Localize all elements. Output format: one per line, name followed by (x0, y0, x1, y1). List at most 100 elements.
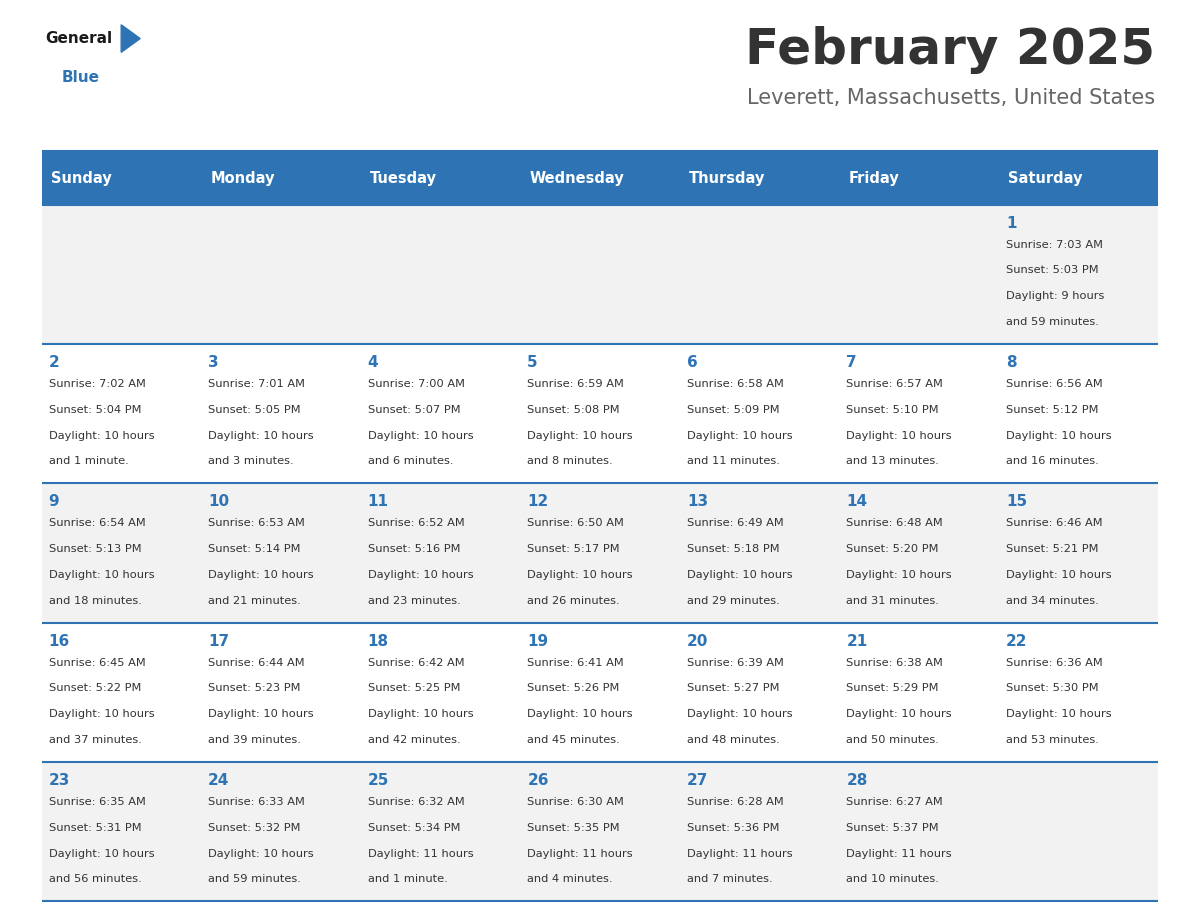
Text: Sunset: 5:35 PM: Sunset: 5:35 PM (527, 823, 620, 833)
Text: Sunrise: 7:00 AM: Sunrise: 7:00 AM (368, 379, 465, 389)
FancyBboxPatch shape (361, 151, 520, 205)
FancyBboxPatch shape (680, 151, 839, 205)
Text: Daylight: 10 hours: Daylight: 10 hours (49, 570, 154, 580)
Text: Sunrise: 6:57 AM: Sunrise: 6:57 AM (846, 379, 943, 389)
Text: Daylight: 10 hours: Daylight: 10 hours (527, 570, 633, 580)
Text: Sunset: 5:14 PM: Sunset: 5:14 PM (208, 544, 301, 554)
Text: Daylight: 10 hours: Daylight: 10 hours (208, 570, 314, 580)
Text: Sunrise: 6:45 AM: Sunrise: 6:45 AM (49, 657, 145, 667)
Text: Daylight: 10 hours: Daylight: 10 hours (368, 431, 473, 441)
Text: Daylight: 10 hours: Daylight: 10 hours (208, 431, 314, 441)
Text: Daylight: 11 hours: Daylight: 11 hours (527, 848, 633, 858)
Text: 28: 28 (846, 773, 867, 789)
Text: Daylight: 10 hours: Daylight: 10 hours (208, 710, 314, 719)
Text: Sunset: 5:12 PM: Sunset: 5:12 PM (1006, 405, 1099, 415)
Text: General: General (45, 31, 113, 46)
Text: Daylight: 11 hours: Daylight: 11 hours (846, 848, 952, 858)
Text: and 34 minutes.: and 34 minutes. (1006, 596, 1099, 606)
Text: 2: 2 (49, 355, 59, 370)
Text: 14: 14 (846, 495, 867, 509)
Text: and 53 minutes.: and 53 minutes. (1006, 735, 1099, 745)
Text: 15: 15 (1006, 495, 1026, 509)
FancyBboxPatch shape (42, 205, 1158, 344)
Text: Sunset: 5:08 PM: Sunset: 5:08 PM (527, 405, 620, 415)
Text: 26: 26 (527, 773, 549, 789)
Text: Sunset: 5:21 PM: Sunset: 5:21 PM (1006, 544, 1099, 554)
FancyBboxPatch shape (201, 151, 361, 205)
Text: Daylight: 11 hours: Daylight: 11 hours (368, 848, 473, 858)
Text: 8: 8 (1006, 355, 1017, 370)
Text: Sunrise: 6:35 AM: Sunrise: 6:35 AM (49, 797, 146, 807)
Text: Sunrise: 6:27 AM: Sunrise: 6:27 AM (846, 797, 943, 807)
Text: Wednesday: Wednesday (530, 171, 625, 185)
Text: and 37 minutes.: and 37 minutes. (49, 735, 141, 745)
Text: 13: 13 (687, 495, 708, 509)
Text: 17: 17 (208, 633, 229, 649)
Text: 24: 24 (208, 773, 229, 789)
Text: Daylight: 10 hours: Daylight: 10 hours (687, 570, 792, 580)
Polygon shape (121, 25, 140, 52)
Text: 1: 1 (1006, 216, 1017, 230)
Text: and 42 minutes.: and 42 minutes. (368, 735, 461, 745)
Text: Sunrise: 6:42 AM: Sunrise: 6:42 AM (368, 657, 465, 667)
Text: Sunrise: 6:30 AM: Sunrise: 6:30 AM (527, 797, 624, 807)
Text: Daylight: 10 hours: Daylight: 10 hours (687, 710, 792, 719)
Text: Daylight: 10 hours: Daylight: 10 hours (1006, 710, 1112, 719)
Text: 19: 19 (527, 633, 549, 649)
Text: 20: 20 (687, 633, 708, 649)
Text: 12: 12 (527, 495, 549, 509)
Text: Sunrise: 6:49 AM: Sunrise: 6:49 AM (687, 519, 784, 528)
Text: Sunset: 5:22 PM: Sunset: 5:22 PM (49, 683, 141, 693)
FancyBboxPatch shape (42, 484, 1158, 622)
Text: Daylight: 10 hours: Daylight: 10 hours (368, 570, 473, 580)
Text: and 1 minute.: and 1 minute. (49, 456, 128, 466)
Text: and 11 minutes.: and 11 minutes. (687, 456, 779, 466)
Text: Sunset: 5:05 PM: Sunset: 5:05 PM (208, 405, 301, 415)
Text: Sunday: Sunday (51, 171, 112, 185)
Text: 18: 18 (368, 633, 388, 649)
Text: Sunrise: 6:38 AM: Sunrise: 6:38 AM (846, 657, 943, 667)
Text: Daylight: 10 hours: Daylight: 10 hours (846, 431, 952, 441)
Text: Daylight: 10 hours: Daylight: 10 hours (527, 431, 633, 441)
Text: Daylight: 10 hours: Daylight: 10 hours (49, 710, 154, 719)
Text: Sunset: 5:03 PM: Sunset: 5:03 PM (1006, 265, 1099, 275)
FancyBboxPatch shape (839, 151, 999, 205)
Text: Daylight: 10 hours: Daylight: 10 hours (1006, 431, 1112, 441)
Text: Daylight: 10 hours: Daylight: 10 hours (846, 710, 952, 719)
Text: Sunrise: 7:01 AM: Sunrise: 7:01 AM (208, 379, 305, 389)
Text: Sunrise: 7:03 AM: Sunrise: 7:03 AM (1006, 240, 1102, 250)
Text: 22: 22 (1006, 633, 1028, 649)
Text: and 45 minutes.: and 45 minutes. (527, 735, 620, 745)
Text: Sunset: 5:29 PM: Sunset: 5:29 PM (846, 683, 939, 693)
Text: and 56 minutes.: and 56 minutes. (49, 874, 141, 884)
Text: Sunrise: 6:28 AM: Sunrise: 6:28 AM (687, 797, 784, 807)
Text: Daylight: 10 hours: Daylight: 10 hours (846, 570, 952, 580)
Text: Daylight: 10 hours: Daylight: 10 hours (368, 710, 473, 719)
Text: and 16 minutes.: and 16 minutes. (1006, 456, 1099, 466)
Text: 3: 3 (208, 355, 219, 370)
Text: Sunrise: 6:36 AM: Sunrise: 6:36 AM (1006, 657, 1102, 667)
Text: and 3 minutes.: and 3 minutes. (208, 456, 293, 466)
Text: 6: 6 (687, 355, 697, 370)
Text: and 59 minutes.: and 59 minutes. (208, 874, 301, 884)
Text: and 1 minute.: and 1 minute. (368, 874, 448, 884)
Text: 5: 5 (527, 355, 538, 370)
Text: Sunrise: 6:41 AM: Sunrise: 6:41 AM (527, 657, 624, 667)
Text: Sunrise: 6:48 AM: Sunrise: 6:48 AM (846, 519, 943, 528)
Text: 23: 23 (49, 773, 70, 789)
Text: 16: 16 (49, 633, 70, 649)
Text: and 23 minutes.: and 23 minutes. (368, 596, 461, 606)
Text: and 39 minutes.: and 39 minutes. (208, 735, 301, 745)
Text: 11: 11 (368, 495, 388, 509)
Text: and 8 minutes.: and 8 minutes. (527, 456, 613, 466)
Text: and 59 minutes.: and 59 minutes. (1006, 317, 1099, 327)
Text: Sunrise: 6:46 AM: Sunrise: 6:46 AM (1006, 519, 1102, 528)
Text: 25: 25 (368, 773, 390, 789)
Text: 4: 4 (368, 355, 379, 370)
Text: February 2025: February 2025 (745, 27, 1155, 74)
Text: Saturday: Saturday (1009, 171, 1082, 185)
Text: Sunrise: 6:59 AM: Sunrise: 6:59 AM (527, 379, 624, 389)
FancyBboxPatch shape (42, 151, 201, 205)
Text: and 4 minutes.: and 4 minutes. (527, 874, 613, 884)
Text: Sunset: 5:30 PM: Sunset: 5:30 PM (1006, 683, 1099, 693)
